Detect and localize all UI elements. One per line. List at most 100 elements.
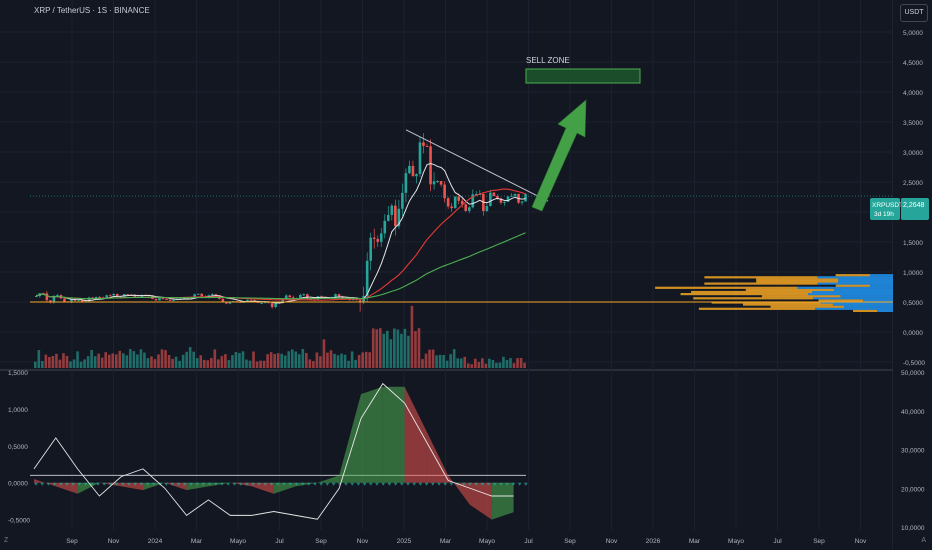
candle-body [379,233,383,242]
candle-body [499,198,503,203]
candle-body [450,206,453,209]
volume-bar [65,355,69,368]
time-tick-label: Jul [275,538,284,545]
price-tag-symbol: XRPUSDT [872,202,903,209]
volume-bar [132,351,136,368]
time-tick-label: Sep [66,538,78,545]
candle-body [397,208,401,227]
candle-body [87,297,91,302]
osc2-tick-label: 10,0000 [901,525,925,532]
volume-bar [382,333,386,368]
volume-bar [466,363,470,368]
volume-profile-bar [797,286,893,289]
time-tick-label: Mayo [728,538,744,545]
volume-bar [62,353,65,368]
volume-bar [55,353,58,368]
osc-tick-label: 0,5000 [8,444,28,451]
candle-body [415,174,418,177]
osc2-tick-label: 20,0000 [901,486,925,493]
candle-body [467,207,471,211]
volume-bar [410,305,414,368]
osc2-tick-label: 50,0000 [901,370,925,377]
osc-marker [381,482,386,486]
osc-marker [275,482,280,486]
volume-bar [181,354,185,368]
volume-bar [83,359,86,368]
volume-bar [174,356,178,368]
osc-marker [437,482,441,486]
price-tag-countdown: 3d 19h [874,211,894,218]
volume-bar [90,350,93,368]
volume-profile-bar [840,295,893,298]
volume-bar [491,359,495,368]
candle-body [358,300,362,302]
volume-bar [463,356,467,368]
candle-body [52,295,56,302]
candle-body [49,300,52,302]
osc-marker [213,482,218,486]
volume-bar [51,355,55,368]
volume-bar [262,360,266,368]
volume-profile-bar [834,288,893,291]
candle-body [387,214,390,221]
volume-bar [160,349,164,368]
price-axis[interactable]: 5,00004,50004,00003,50003,00002,50002,00… [8,0,932,550]
sell-zone-box[interactable] [525,68,641,84]
osc-marker [114,482,119,486]
volume-bar [125,355,129,368]
volume-bar [414,331,417,368]
volume-bar [477,361,481,368]
volume-profile-bar [655,286,798,289]
osc-marker [238,482,243,486]
osc-marker [77,482,82,486]
candle-body [453,196,457,209]
candle-body [35,296,38,297]
time-tick-label: Sep [564,538,576,545]
time-axis[interactable]: Sep Nov 2024 Mar Mayo Jul Sep Nov 2025 Mar Mayo Jul… [66,538,867,545]
volume-profile-bar [844,305,893,308]
osc-marker [319,482,324,486]
volume-bar [407,335,410,368]
candle-body [390,205,394,215]
osc2-tick-label: 40,0000 [901,409,925,416]
auto-scale-mark[interactable]: A [921,537,926,544]
volume-bar [234,351,238,368]
volume-bar [403,328,407,368]
candle-body [91,297,94,299]
volume-profile-bar [693,297,814,300]
volume-bar [224,354,227,368]
candle-body [513,194,517,196]
volume-bar [315,352,319,368]
osc-marker [499,482,503,486]
osc-marker [517,482,522,486]
candle-body [302,294,306,296]
volume-bar [192,351,195,368]
candle-body [475,194,478,195]
osc-marker [282,482,286,486]
candle-body [263,302,267,304]
symbol-title[interactable]: XRP / TetherUS · 1S · BINANCE [34,6,150,15]
volume-bar [153,359,157,368]
time-tick-label: Mayo [479,538,495,545]
osc-marker [34,482,38,486]
price-tag-value-box [901,198,929,220]
candle-body [158,297,161,301]
osc-marker [139,482,144,486]
currency-button[interactable]: USDT [900,4,928,22]
target-arrow-icon[interactable] [531,99,587,212]
candle-body [161,297,165,300]
zoom-mark[interactable]: Z [4,537,9,544]
candle-body [524,194,527,202]
drawings-overlay[interactable]: SELL ZONE [525,56,641,212]
volume-bar [227,360,231,368]
volume-bar [178,360,181,368]
osc-area-segment [77,482,100,494]
osc-marker [182,482,187,486]
volume-bar [431,349,435,368]
osc-marker [468,482,472,486]
volume-bar [326,352,329,368]
candle-body [422,142,425,146]
volume-bar [139,349,143,368]
candle-body [193,294,196,298]
